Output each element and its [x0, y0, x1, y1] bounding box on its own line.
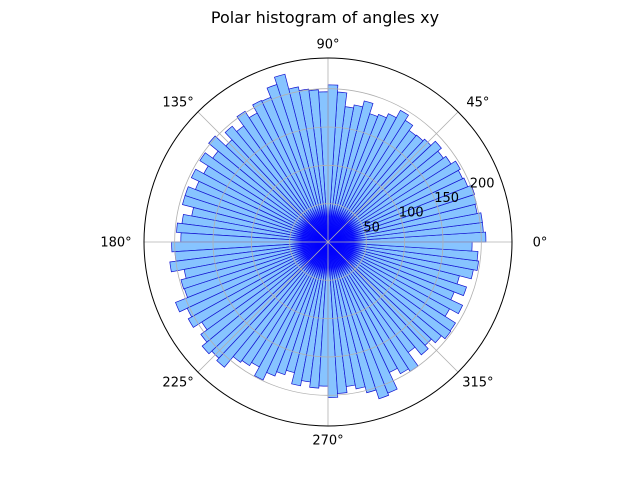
theta-tick-label: 180°	[100, 236, 131, 251]
chart-title: Polar histogram of angles xy	[211, 8, 439, 27]
theta-tick-label: 0°	[533, 236, 548, 251]
theta-tick-labels: 0° 45° 90° 135° 180° 225° 270° 315°	[100, 38, 547, 449]
theta-tick-label: 45°	[466, 96, 489, 111]
histogram-bar	[291, 241, 329, 387]
radial-tick-label: 50	[363, 220, 380, 235]
angular-gridline	[327, 111, 459, 243]
histogram-bar	[327, 241, 479, 262]
histogram-bar	[327, 140, 442, 243]
histogram-bar	[327, 155, 452, 243]
theta-tick-label: 315°	[462, 376, 493, 391]
theta-tick-label: 135°	[162, 96, 193, 111]
histogram-bar	[309, 241, 329, 389]
histogram-bar	[187, 241, 329, 328]
histogram-bar	[208, 135, 329, 243]
histogram-bar	[327, 241, 452, 340]
histogram-bar	[327, 241, 398, 394]
histogram-bar	[327, 160, 461, 243]
radial-tick-label: 200	[470, 176, 495, 191]
histogram-bar	[201, 241, 329, 355]
histogram-bar	[327, 241, 429, 356]
histogram-bar	[327, 100, 374, 243]
grid-group	[144, 58, 512, 426]
theta-tick-label: 90°	[316, 38, 339, 53]
histogram-bar	[241, 241, 329, 367]
angular-gridline	[197, 111, 329, 243]
polar-frame	[143, 57, 513, 427]
histogram-bar	[199, 152, 329, 243]
theta-tick-label: 270°	[312, 434, 343, 449]
histogram-bar	[254, 241, 329, 381]
histogram-bar	[327, 241, 457, 332]
radial-tick-labels: 50 100 150 200	[363, 176, 494, 235]
radial-tick-label: 100	[399, 206, 424, 221]
theta-tick-label: 225°	[162, 376, 193, 391]
histogram-bar	[216, 241, 329, 368]
histogram-bar	[266, 241, 329, 377]
histogram-bar	[174, 241, 329, 313]
radial-tick-label: 150	[434, 191, 459, 206]
histogram-bar	[252, 100, 329, 243]
histogram-bar	[327, 241, 467, 297]
angular-gridline	[327, 241, 459, 373]
histogram-bar	[236, 110, 329, 243]
angular-gridline	[197, 241, 329, 373]
